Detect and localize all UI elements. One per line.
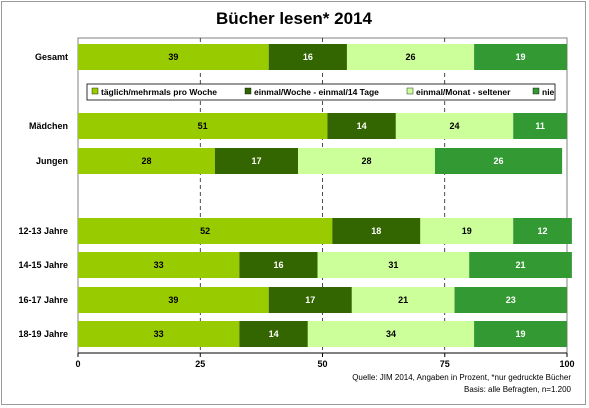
data-label: 19 (516, 52, 526, 62)
data-label: 19 (462, 226, 472, 236)
category-label: 12-13 Jahre (18, 226, 68, 236)
data-label: 39 (168, 52, 178, 62)
bar-segment (239, 321, 308, 347)
data-label: 28 (141, 156, 151, 166)
data-label: 17 (305, 295, 315, 305)
x-tick-label: 100 (559, 359, 574, 369)
category-label: Mädchen (29, 121, 68, 131)
data-label: 16 (273, 260, 283, 270)
legend-swatch (406, 87, 414, 95)
data-label: 31 (388, 260, 398, 270)
data-label: 26 (406, 52, 416, 62)
bar-segment (395, 113, 514, 139)
bar-segment (239, 252, 318, 278)
bar-segment (351, 287, 455, 313)
data-label: 23 (506, 295, 516, 305)
bar-segment (474, 321, 567, 347)
data-label: 24 (450, 121, 460, 131)
data-label: 11 (535, 121, 545, 131)
bar-segment (332, 218, 421, 244)
bar-segment (454, 287, 567, 313)
data-label: 51 (198, 121, 208, 131)
bar-segment (346, 44, 475, 70)
data-label: 26 (494, 156, 504, 166)
legend-swatch (244, 87, 252, 95)
legend-swatch (91, 87, 99, 95)
source-note: Quelle: JIM 2014, Angaben in Prozent, *n… (352, 373, 571, 382)
bar-segment (513, 218, 572, 244)
bar-segment (78, 252, 240, 278)
x-tick-label: 25 (195, 359, 205, 369)
x-tick-label: 50 (317, 359, 327, 369)
bar-segment (268, 287, 352, 313)
bar-segment (78, 148, 215, 174)
data-label: 17 (251, 156, 261, 166)
bar-segment (214, 148, 299, 174)
data-label: 14 (269, 329, 279, 339)
bar-segment (469, 252, 572, 278)
data-label: 21 (398, 295, 408, 305)
bar-segment (78, 44, 269, 70)
data-label: 34 (386, 329, 396, 339)
data-label: 52 (200, 226, 210, 236)
bar-segment (78, 218, 333, 244)
bar-segment (420, 218, 514, 244)
bar-segment (298, 148, 435, 174)
bar-segment (307, 321, 475, 347)
data-label: 14 (357, 121, 367, 131)
data-label: 33 (154, 260, 164, 270)
bar-segment (513, 113, 567, 139)
data-label: 16 (303, 52, 313, 62)
data-label: 19 (516, 329, 526, 339)
data-label: 18 (371, 226, 381, 236)
legend-entry: täglich/mehrmals pro Woche (101, 87, 217, 97)
x-tick-label: 75 (440, 359, 450, 369)
data-label: 12 (538, 226, 548, 236)
category-label: Jungen (36, 156, 68, 166)
bar-segment (317, 252, 470, 278)
bar-segment (268, 44, 347, 70)
legend-box (86, 83, 556, 101)
data-label: 39 (168, 295, 178, 305)
legend-entry: einmal/Monat - seltener (416, 87, 511, 97)
source-basis: Basis: alle Befragten, n=1.200 (464, 385, 572, 394)
category-label: Gesamt (35, 52, 68, 62)
bar-segment (327, 113, 396, 139)
chart-title: Bücher lesen* 2014 (216, 9, 372, 28)
category-label: 16-17 Jahre (18, 295, 68, 305)
bar-segment (78, 287, 269, 313)
legend-entry: einmal/Woche - einmal/14 Tage (254, 87, 379, 97)
category-label: 14-15 Jahre (18, 260, 68, 270)
data-label: 28 (362, 156, 372, 166)
legend-swatch (532, 87, 540, 95)
bar-segment (474, 44, 567, 70)
bar-segment (434, 148, 563, 174)
data-label: 33 (154, 329, 164, 339)
category-label: 18-19 Jahre (18, 329, 68, 339)
x-tick-label: 0 (75, 359, 80, 369)
bar-segment (78, 113, 328, 139)
bar-segment (78, 321, 240, 347)
data-label: 21 (516, 260, 526, 270)
legend-entry: nie (542, 87, 555, 97)
